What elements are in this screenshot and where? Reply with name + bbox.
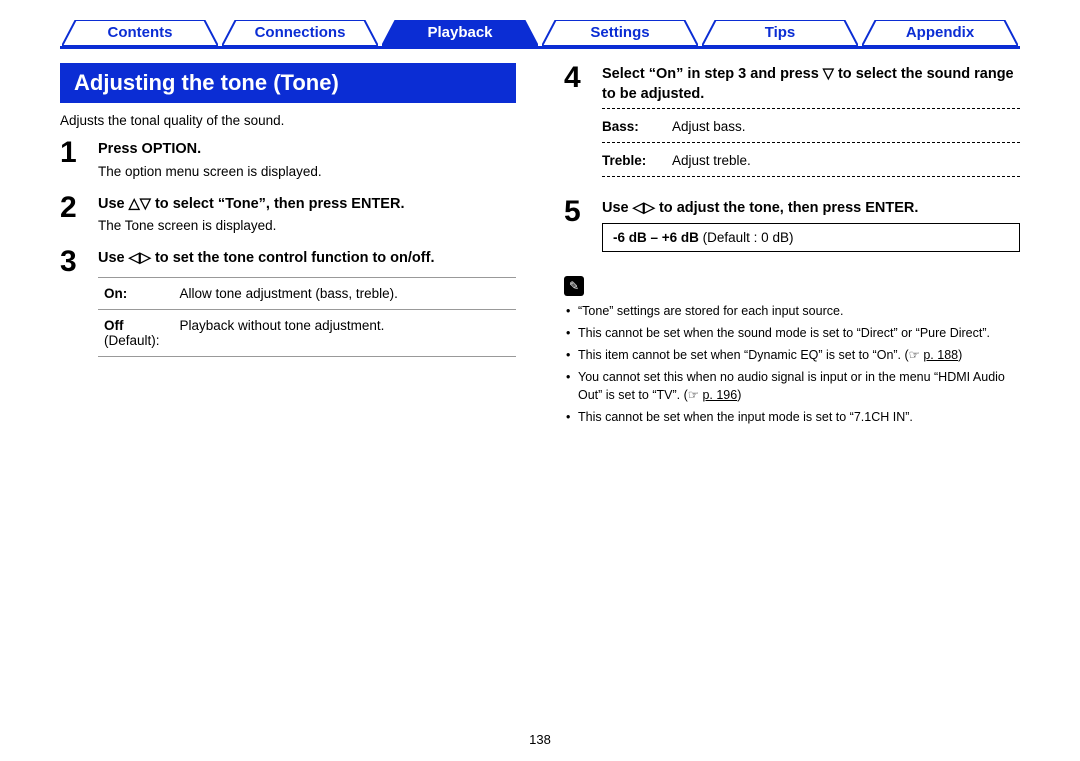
step-sub: The Tone screen is displayed.	[98, 218, 516, 233]
step-1: 1 Press OPTION. The option menu screen is …	[60, 138, 516, 179]
step-title: Use ◁▷ to set the tone control function …	[98, 249, 516, 269]
intro-text: Adjusts the tonal quality of the sound.	[60, 113, 516, 128]
right-column: 4 Select “On” in step 3 and press ▽ to se…	[564, 63, 1020, 430]
step-4: 4 Select “On” in step 3 and press ▽ to se…	[564, 63, 1020, 183]
option-value: Playback without tone adjustment.	[174, 309, 516, 356]
option-value: Allow tone adjustment (bass, treble).	[174, 277, 516, 309]
options-table: On:Allow tone adjustment (bass, treble).…	[98, 277, 516, 357]
param-row: Bass: Adjust bass.	[602, 115, 1020, 138]
step-sub: The option menu screen is displayed.	[98, 164, 516, 179]
step-3: 3 Use ◁▷ to set the tone control function…	[60, 247, 516, 357]
tab-navigation: ContentsConnectionsPlaybackSettingsTipsA…	[60, 20, 1020, 49]
option-key: On:	[98, 277, 174, 309]
notes-list: “Tone” settings are stored for each inpu…	[564, 302, 1020, 427]
pointer-icon: ☞	[909, 348, 924, 362]
step-body: Use ◁▷ to set the tone control function …	[98, 247, 516, 357]
tab-settings[interactable]: Settings	[542, 20, 698, 46]
param-row: Treble: Adjust treble.	[602, 149, 1020, 172]
range-box: -6 dB – +6 dB (Default : 0 dB)	[602, 223, 1020, 252]
step-body: Select “On” in step 3 and press ▽ to sel…	[602, 63, 1020, 183]
param-value: Adjust bass.	[672, 119, 746, 134]
step-number: 3	[60, 247, 84, 357]
option-key: Off(Default):	[98, 309, 174, 356]
left-column: Adjusting the tone (Tone) Adjusts the to…	[60, 63, 516, 430]
pointer-icon: ☞	[688, 388, 703, 402]
page-link[interactable]: p. 196	[702, 388, 737, 402]
step-2: 2 Use △▽ to select “Tone”, then press ENT…	[60, 193, 516, 234]
note-item: This item cannot be set when “Dynamic EQ…	[564, 346, 1020, 364]
note-item: You cannot set this when no audio signal…	[564, 368, 1020, 404]
note-item: This cannot be set when the sound mode i…	[564, 324, 1020, 342]
step-5: 5 Use ◁▷ to adjust the tone, then press E…	[564, 197, 1020, 252]
step-title: Select “On” in step 3 and press ▽ to sel…	[602, 65, 1020, 104]
tab-tips[interactable]: Tips	[702, 20, 858, 46]
step-title: Press OPTION.	[98, 140, 516, 160]
tab-contents[interactable]: Contents	[62, 20, 218, 46]
page-link[interactable]: p. 188	[923, 348, 958, 362]
step-body: Use ◁▷ to adjust the tone, then press EN…	[602, 197, 1020, 252]
step-title: Use ◁▷ to adjust the tone, then press EN…	[602, 199, 1020, 219]
tab-playback[interactable]: Playback	[382, 20, 538, 46]
step-number: 1	[60, 138, 84, 179]
step-body: Use △▽ to select “Tone”, then press ENTE…	[98, 193, 516, 234]
step-number: 4	[564, 63, 588, 183]
param-key: Bass:	[602, 119, 658, 134]
page-number: 138	[0, 732, 1080, 747]
tab-appendix[interactable]: Appendix	[862, 20, 1018, 46]
table-row: Off(Default):Playback without tone adjus…	[98, 309, 516, 356]
step-title: Use △▽ to select “Tone”, then press ENTE…	[98, 195, 516, 215]
step-number: 2	[60, 193, 84, 234]
tab-connections[interactable]: Connections	[222, 20, 378, 46]
note-item: “Tone” settings are stored for each inpu…	[564, 302, 1020, 320]
note-icon: ✎	[564, 276, 584, 296]
table-row: On:Allow tone adjustment (bass, treble).	[98, 277, 516, 309]
param-value: Adjust treble.	[672, 153, 751, 168]
section-heading: Adjusting the tone (Tone)	[60, 63, 516, 103]
note-item: This cannot be set when the input mode i…	[564, 408, 1020, 426]
step-body: Press OPTION. The option menu screen is d…	[98, 138, 516, 179]
step-number: 5	[564, 197, 588, 252]
param-key: Treble:	[602, 153, 658, 168]
